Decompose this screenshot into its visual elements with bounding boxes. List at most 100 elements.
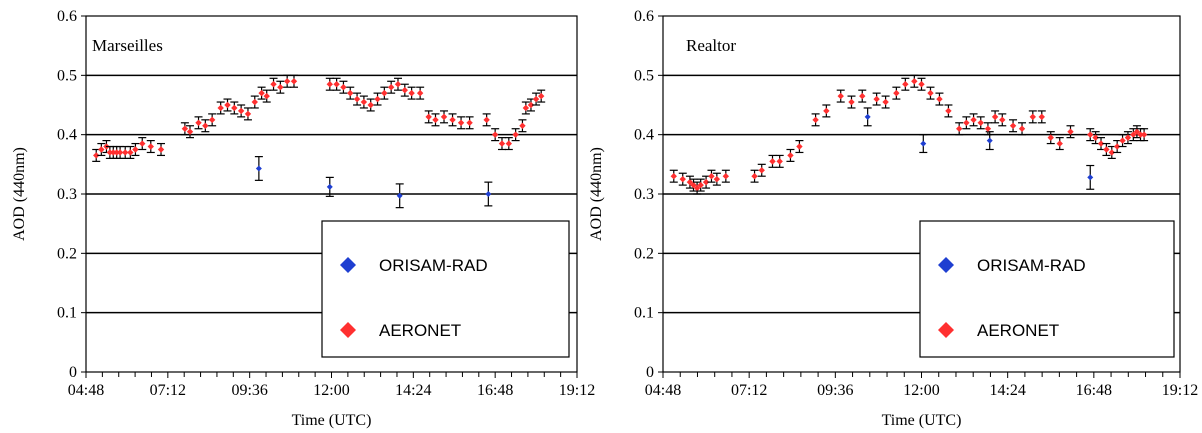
data-point bbox=[955, 125, 963, 132]
data-point bbox=[1108, 149, 1115, 156]
data-point bbox=[491, 131, 499, 138]
data-point bbox=[522, 104, 530, 112]
data-point bbox=[139, 140, 146, 147]
data-point bbox=[1056, 140, 1063, 147]
data-point bbox=[498, 140, 506, 147]
data-point bbox=[147, 143, 154, 150]
data-point bbox=[911, 78, 918, 85]
data-point bbox=[231, 104, 238, 112]
data-point bbox=[670, 173, 677, 180]
y-tick-label: 0.2 bbox=[57, 245, 77, 262]
series-aeronet bbox=[669, 74, 1149, 195]
x-tick-label: 07:12 bbox=[731, 382, 767, 399]
data-point bbox=[999, 116, 1006, 124]
y-tick-label: 0.4 bbox=[57, 127, 77, 144]
data-point bbox=[270, 81, 277, 88]
legend-marker bbox=[938, 322, 954, 338]
data-point bbox=[326, 183, 333, 190]
data-point bbox=[381, 89, 388, 97]
data-point bbox=[873, 95, 880, 103]
data-point bbox=[864, 113, 871, 120]
data-point bbox=[837, 92, 844, 100]
x-tick-label: 09:36 bbox=[817, 382, 853, 399]
data-point bbox=[991, 113, 999, 121]
data-point bbox=[776, 158, 783, 165]
data-point bbox=[512, 131, 519, 138]
data-point bbox=[1067, 128, 1074, 135]
panel-title: Marseilles bbox=[92, 36, 163, 55]
data-point bbox=[440, 113, 448, 121]
data-point bbox=[1009, 122, 1017, 129]
data-point bbox=[751, 173, 758, 180]
y-tick-label: 0.5 bbox=[634, 67, 654, 84]
data-point bbox=[882, 98, 889, 106]
x-tick-label: 16:48 bbox=[477, 382, 513, 399]
data-point bbox=[244, 110, 252, 118]
data-point bbox=[697, 181, 704, 189]
x-tick-label: 19:12 bbox=[1162, 382, 1198, 399]
data-point bbox=[823, 107, 830, 115]
data-point bbox=[963, 119, 970, 126]
panel-title: Realtor bbox=[686, 36, 736, 55]
x-tick-label: 04:48 bbox=[645, 382, 681, 399]
data-point bbox=[367, 101, 374, 109]
y-tick-label: 0 bbox=[646, 364, 654, 381]
data-point bbox=[936, 95, 943, 103]
data-point bbox=[113, 149, 120, 156]
data-point bbox=[986, 137, 993, 144]
x-tick-label: 09:36 bbox=[231, 382, 267, 399]
y-tick-label: 0.6 bbox=[634, 8, 654, 25]
data-point bbox=[690, 181, 697, 189]
data-point bbox=[945, 107, 952, 115]
data-point bbox=[106, 149, 114, 156]
data-point bbox=[519, 122, 526, 129]
legend-label: ORISAM-RAD bbox=[977, 256, 1086, 275]
data-point bbox=[679, 175, 686, 183]
data-point bbox=[1087, 174, 1094, 181]
data-point bbox=[217, 104, 224, 112]
series-orisam-rad bbox=[254, 156, 493, 209]
data-point bbox=[1092, 134, 1099, 141]
data-point bbox=[485, 191, 492, 197]
data-point bbox=[927, 89, 934, 97]
y-tick-label: 0.2 bbox=[634, 245, 654, 262]
data-point bbox=[1113, 143, 1121, 150]
legend-box bbox=[321, 220, 570, 358]
data-point bbox=[532, 95, 540, 103]
x-tick-label: 12:00 bbox=[903, 382, 939, 399]
data-point bbox=[902, 81, 909, 88]
data-point bbox=[708, 173, 715, 180]
x-tick-label: 14:24 bbox=[989, 382, 1025, 399]
data-point bbox=[693, 184, 701, 192]
data-point bbox=[127, 149, 134, 156]
data-point bbox=[1029, 113, 1036, 121]
data-point bbox=[918, 81, 925, 88]
data-point bbox=[394, 81, 402, 88]
data-point bbox=[290, 78, 298, 85]
data-point bbox=[1038, 113, 1045, 121]
data-point bbox=[263, 92, 270, 100]
y-axis-title: AOD (440nm) bbox=[11, 147, 28, 241]
data-point bbox=[1133, 128, 1141, 135]
data-point bbox=[1087, 131, 1094, 138]
data-point bbox=[1137, 131, 1144, 138]
x-axis-title: Time (UTC) bbox=[882, 412, 962, 429]
data-point bbox=[360, 98, 368, 106]
data-point bbox=[449, 116, 456, 124]
data-point bbox=[1140, 131, 1148, 138]
data-point bbox=[202, 122, 209, 129]
data-point bbox=[977, 119, 984, 126]
data-point bbox=[326, 81, 333, 88]
y-tick-label: 0 bbox=[69, 364, 77, 381]
data-point bbox=[1130, 131, 1137, 138]
data-point bbox=[387, 84, 395, 91]
legend-marker bbox=[938, 257, 954, 273]
legend-label: AERONET bbox=[379, 321, 461, 340]
data-point bbox=[1119, 137, 1126, 144]
data-point bbox=[396, 192, 403, 199]
x-tick-label: 16:48 bbox=[1076, 382, 1112, 399]
x-tick-label: 12:00 bbox=[313, 382, 349, 399]
data-point bbox=[98, 146, 105, 153]
data-point bbox=[466, 119, 473, 126]
data-point bbox=[157, 146, 165, 153]
